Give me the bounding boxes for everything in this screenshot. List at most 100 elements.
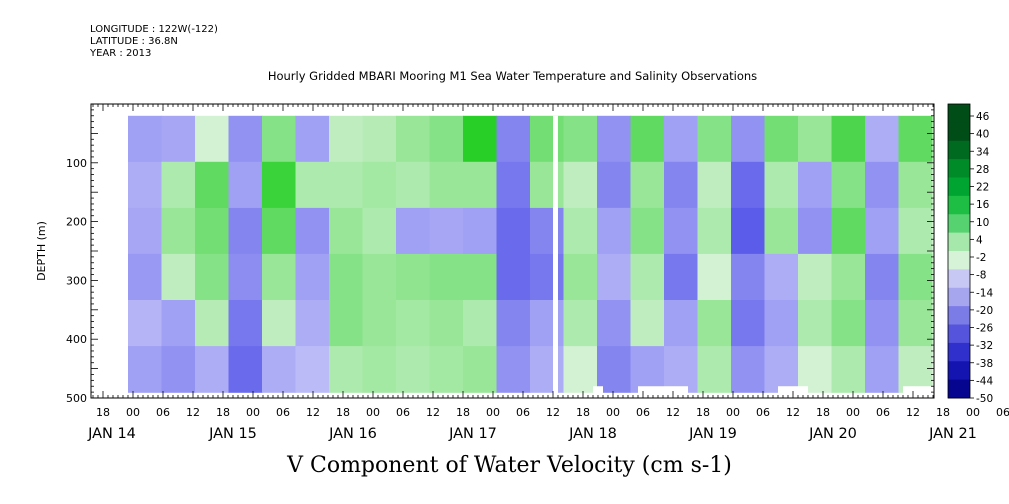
heatmap-cell [664,253,699,301]
heatmap-cell [563,161,598,209]
heatmap-cell [295,346,330,393]
heatmap-cell [429,346,464,393]
x-hour-label: 12 [786,406,800,419]
heatmap-cell [563,253,598,301]
heatmap-cell [530,346,565,393]
heatmap-cell [731,300,766,347]
x-hour-label: 06 [756,406,770,419]
x-day-label: JAN 17 [448,426,497,442]
heatmap-cell [128,300,163,347]
heatmap-cell [898,253,933,301]
x-hour-label: 18 [216,406,230,419]
colorbar-segment [948,195,970,215]
heatmap-cell [295,253,330,301]
colorbar-segment [948,214,970,234]
heatmap-cell [630,300,665,347]
heatmap-cell [362,115,397,163]
heatmap-cell [195,161,230,209]
heatmap-cell [764,115,799,163]
heatmap-cell [630,207,665,255]
heatmap-cell [429,253,464,301]
heatmap-cell [697,161,732,209]
heatmap-cell [530,207,565,255]
heatmap-cell [396,253,431,301]
colorbar-tick-label: -44 [976,375,993,387]
heatmap-cell [228,253,263,301]
x-hour-label: 12 [546,406,560,419]
y-tick-label: 100 [66,157,87,170]
data-gap [553,115,558,398]
heatmap-cell [496,207,531,255]
heatmap-cell [597,207,632,255]
y-tick-label: 200 [66,216,87,229]
x-hour-label: 18 [816,406,830,419]
colorbar-tick-label: -2 [976,252,986,264]
heatmap-cell [496,115,531,163]
colorbar-tick-label: -38 [976,358,993,370]
heatmap-cell [362,346,397,393]
heatmap-cell [228,346,263,393]
x-hour-label: 18 [96,406,110,419]
heatmap-cell [429,161,464,209]
heatmap-cell [463,115,498,163]
heatmap-cell [396,346,431,393]
heatmap-cell [764,253,799,301]
colorbar-tick-label: 4 [976,234,983,246]
heatmap-cell [697,207,732,255]
heatmap-cell [329,346,364,393]
heatmap-cell [865,207,900,255]
heatmap-cell [764,207,799,255]
heatmap-cell [262,346,297,393]
colorbar-tick-label: -32 [976,340,993,352]
heatmap-cell [764,300,799,347]
x-hour-label: 06 [996,406,1009,419]
x-hour-label: 00 [486,406,500,419]
heatmap-cell [563,300,598,347]
heatmap-cell [463,207,498,255]
x-day-label: JAN 15 [208,426,257,442]
heatmap-cell [329,253,364,301]
x-hour-label: 06 [396,406,410,419]
heatmap-cell [664,207,699,255]
heatmap-cell [463,161,498,209]
heatmap-cell [161,346,196,393]
x-hour-label: 06 [276,406,290,419]
colorbar-tick-label: 10 [976,217,989,229]
heatmap-cell [262,115,297,163]
heatmap-cell [262,300,297,347]
x-hour-label: 18 [696,406,710,419]
heatmap-cell [664,346,699,393]
heatmap-cell [161,253,196,301]
heatmap-cell [563,346,598,393]
heatmap-cell [865,161,900,209]
heatmap-cell [496,253,531,301]
latitude-label: LATITUDE : 36.8N [90,36,178,47]
heatmap-cell [329,300,364,347]
heatmap-cell [831,161,866,209]
colorbar-segment [948,379,970,399]
heatmap-cell [831,207,866,255]
chart-title: Hourly Gridded MBARI Mooring M1 Sea Wate… [267,69,758,83]
x-hour-label: 12 [906,406,920,419]
colorbar-tick-label: 16 [976,199,990,211]
heatmap-cell [731,207,766,255]
heatmap-cell [329,207,364,255]
heatmap-cell [731,253,766,301]
heatmap-cell [597,300,632,347]
colorbar-segment [948,140,970,160]
colorbar-segment [948,306,970,325]
colorbar-segment [948,361,970,381]
heatmap-cell [831,300,866,347]
data-gap [638,386,688,398]
heatmap-cell [262,253,297,301]
x-hour-label: 18 [336,406,350,419]
heatmap-cell [597,253,632,301]
colorbar-tick-label: -8 [976,270,986,282]
x-hour-label: 12 [426,406,440,419]
heatmap-cell [128,253,163,301]
colorbar-segment [948,342,970,362]
y-axis-label: DEPTH (m) [35,221,48,281]
x-hour-label: 12 [306,406,320,419]
heatmap-cell [630,115,665,163]
heatmap-cell [429,115,464,163]
